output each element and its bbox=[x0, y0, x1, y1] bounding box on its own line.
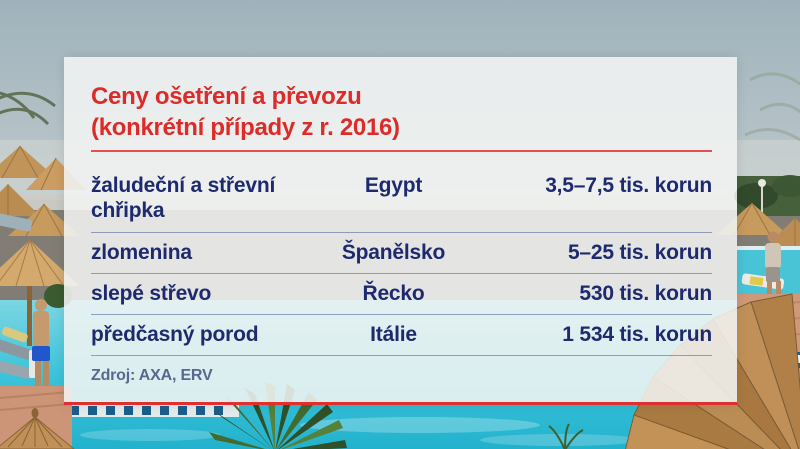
cost-table: žaludeční a střevní chřipka Egypt 3,5–7,… bbox=[91, 165, 712, 356]
cost-cell: 1 534 tis. korun bbox=[562, 322, 712, 346]
condition-cell: slepé střevo bbox=[91, 281, 212, 305]
country-cell: Itálie bbox=[370, 322, 417, 346]
panel-subtitle: (konkrétní případy z r. 2016) bbox=[91, 113, 400, 141]
loungers-left bbox=[0, 326, 33, 379]
red-divider bbox=[91, 149, 712, 152]
condition-cell: zlomenina bbox=[91, 240, 192, 264]
standing-swimmer bbox=[29, 299, 52, 394]
info-panel: Ceny ošetření a převozu (konkrétní přípa… bbox=[64, 57, 737, 405]
country-cell: Řecko bbox=[362, 281, 425, 305]
condition-cell: žaludeční a střevní chřipka bbox=[91, 173, 276, 222]
umbrellas-left bbox=[0, 145, 86, 346]
table-row: slepé střevo Řecko 530 tis. korun bbox=[91, 274, 712, 315]
panel-title: Ceny ošetření a převozu bbox=[91, 83, 362, 110]
table-row: žaludeční a střevní chřipka Egypt 3,5–7,… bbox=[91, 165, 712, 233]
cost-cell: 5–25 tis. korun bbox=[567, 240, 712, 264]
country-cell: Španělsko bbox=[341, 240, 446, 264]
trees-right bbox=[734, 175, 800, 216]
table-row: zlomenina Španělsko 5–25 tis. korun bbox=[91, 233, 712, 274]
cost-cell: 3,5–7,5 tis. korun bbox=[545, 173, 712, 197]
country-cell: Egypt bbox=[364, 173, 423, 197]
parasol-bottom-left bbox=[0, 408, 75, 449]
grass-tuft bbox=[548, 423, 584, 449]
palm-fronds-left bbox=[0, 91, 56, 126]
condition-cell: předčasný porod bbox=[91, 322, 259, 346]
cost-cell: 530 tis. korun bbox=[579, 281, 712, 305]
pool-edge-tiles bbox=[64, 404, 239, 417]
palms-right-top bbox=[744, 72, 800, 142]
source-credit: Zdroj: AXA, ERV bbox=[91, 366, 213, 384]
table-row: předčasný porod Itálie 1 534 tis. korun bbox=[91, 315, 712, 356]
